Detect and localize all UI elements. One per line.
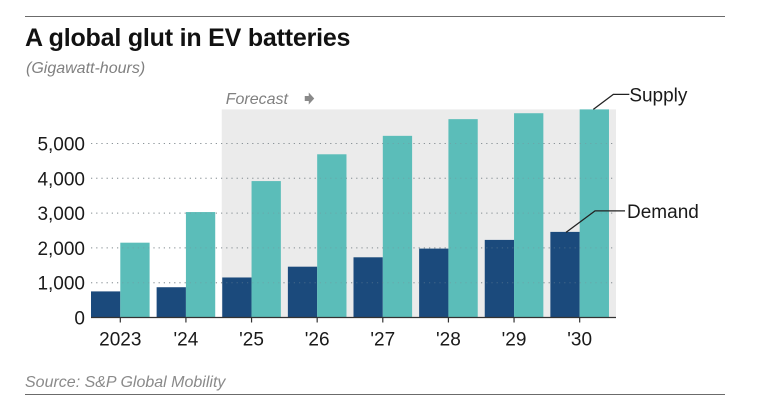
x-tick-label: 2023 <box>99 330 141 351</box>
source-note: Source: S&P Global Mobility <box>25 374 226 391</box>
bar-supply <box>185 212 216 318</box>
demand-annotation: Demand <box>627 202 699 223</box>
bar-demand <box>91 291 121 318</box>
y-tick-label: 0 <box>74 309 85 330</box>
bar-supply <box>317 154 347 318</box>
bar-demand <box>353 257 383 318</box>
x-tick-label: '25 <box>239 330 264 351</box>
bottom-rule <box>25 394 725 395</box>
bars <box>91 109 616 318</box>
chart-subtitle: (Gigawatt-hours) <box>26 60 146 77</box>
bar-demand <box>550 231 580 318</box>
chart-title: A global glut in EV batteries <box>25 24 351 52</box>
y-tick-label: 2,000 <box>37 239 85 260</box>
bar-supply <box>382 135 413 318</box>
x-axis: 2023 '24 '25 '26 '27 '28 '29 '30 <box>99 317 592 351</box>
x-tick-label: '29 <box>502 330 527 351</box>
bar-demand <box>222 277 252 318</box>
x-tick-label: '24 <box>174 330 199 351</box>
y-axis: 0 1,000 2,000 3,000 4,000 5,000 <box>37 135 85 330</box>
y-tick-label: 4,000 <box>37 169 85 190</box>
forecast-label: Forecast <box>226 91 289 108</box>
x-tick-label: '30 <box>567 330 592 351</box>
top-rule <box>25 16 725 17</box>
x-tick-label: '28 <box>436 330 461 351</box>
demand-leader-line <box>565 210 626 233</box>
y-tick-label: 3,000 <box>37 204 85 225</box>
forecast-label-group: Forecast <box>226 91 315 108</box>
y-tick-label: 1,000 <box>37 274 85 295</box>
arrow-right-icon <box>304 92 315 105</box>
bar-demand <box>484 239 515 318</box>
bar-demand <box>419 248 449 318</box>
y-tick-label: 5,000 <box>37 135 85 156</box>
x-tick-label: '26 <box>305 330 330 351</box>
bar-supply <box>448 119 478 318</box>
bar-supply <box>120 242 150 318</box>
annotations: Supply Demand <box>565 85 699 233</box>
bar-demand <box>287 266 318 318</box>
x-tick-label: '27 <box>370 330 395 351</box>
supply-leader-line <box>592 93 630 110</box>
bar-demand <box>156 287 186 318</box>
bar-supply <box>514 113 544 318</box>
bar-supply <box>579 109 609 318</box>
supply-annotation: Supply <box>629 85 688 106</box>
bar-supply <box>251 181 281 318</box>
